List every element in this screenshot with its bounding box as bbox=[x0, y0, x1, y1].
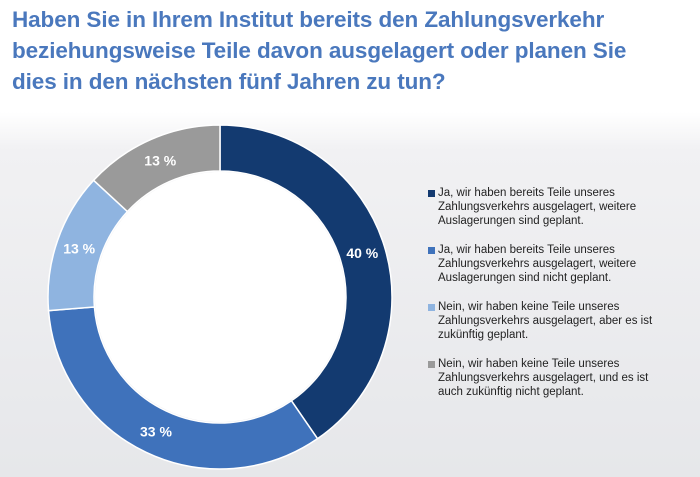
legend-label-line: Zahlungsverkehrs ausgelagert, weitere bbox=[438, 258, 637, 270]
legend: Ja, wir haben bereits Teile unseres Zahl… bbox=[428, 186, 690, 414]
title-line: beziehungsweise Teile davon ausgelagert … bbox=[12, 38, 627, 63]
slice-label-3: 13 % bbox=[63, 240, 95, 256]
title-line: Haben Sie in Ihrem Institut bereits den … bbox=[12, 7, 605, 32]
legend-label-line: Zahlungsverkehrs ausgelagert, aber es is… bbox=[438, 315, 653, 327]
legend-label: Ja, wir haben bereits Teile unseres Zahl… bbox=[438, 243, 690, 285]
slice-labels: 40 % 33 % 13 % 13 % bbox=[63, 152, 379, 439]
legend-label: Nein, wir haben keine Teile unseres Zahl… bbox=[438, 357, 690, 399]
slice-label-2: 33 % bbox=[140, 424, 172, 440]
chart-title: Haben Sie in Ihrem Institut bereits den … bbox=[12, 4, 700, 97]
legend-label-line: Nein, wir haben keine Teile unseres bbox=[438, 358, 620, 370]
legend-label-line: Ja, wir haben bereits Teile unseres bbox=[438, 244, 615, 256]
legend-label-line: Zahlungsverkehrs ausgelagert, weitere bbox=[438, 201, 637, 213]
donut-slices bbox=[47, 124, 393, 470]
legend-item-nein-nicht-geplant: Nein, wir haben keine Teile unseres Zahl… bbox=[428, 357, 690, 399]
legend-item-ja-geplant: Ja, wir haben bereits Teile unseres Zahl… bbox=[428, 186, 690, 228]
legend-label: Nein, wir haben keine Teile unseres Zahl… bbox=[438, 300, 690, 342]
donut-slice-1 bbox=[219, 124, 393, 440]
legend-label-line: Nein, wir haben keine Teile unseres bbox=[438, 301, 620, 313]
legend-swatch bbox=[428, 361, 435, 368]
legend-label-line: Ja, wir haben bereits Teile unseres bbox=[438, 187, 615, 199]
legend-label-line: Auslagerungen sind nicht geplant. bbox=[438, 272, 612, 284]
donut-slice-4 bbox=[92, 124, 221, 213]
legend-item-ja-nicht-geplant: Ja, wir haben bereits Teile unseres Zahl… bbox=[428, 243, 690, 285]
legend-label-line: Zahlungsverkehrs ausgelagert, und es ist bbox=[438, 372, 649, 384]
legend-label-line: zukünftig geplant. bbox=[438, 329, 529, 341]
legend-item-nein-geplant: Nein, wir haben keine Teile unseres Zahl… bbox=[428, 300, 690, 342]
legend-label-line: Auslagerungen sind geplant. bbox=[438, 215, 584, 227]
slice-label-4: 13 % bbox=[144, 152, 176, 168]
legend-swatch bbox=[428, 190, 435, 197]
slice-label-1: 40 % bbox=[346, 245, 378, 261]
title-line: dies in den nächsten fünf Jahren zu tun? bbox=[12, 69, 446, 94]
legend-label-line: auch zukünftig nicht geplant. bbox=[438, 386, 584, 398]
legend-swatch bbox=[428, 247, 435, 254]
legend-swatch bbox=[428, 304, 435, 311]
legend-label: Ja, wir haben bereits Teile unseres Zahl… bbox=[438, 186, 690, 228]
donut-hole bbox=[95, 172, 345, 422]
